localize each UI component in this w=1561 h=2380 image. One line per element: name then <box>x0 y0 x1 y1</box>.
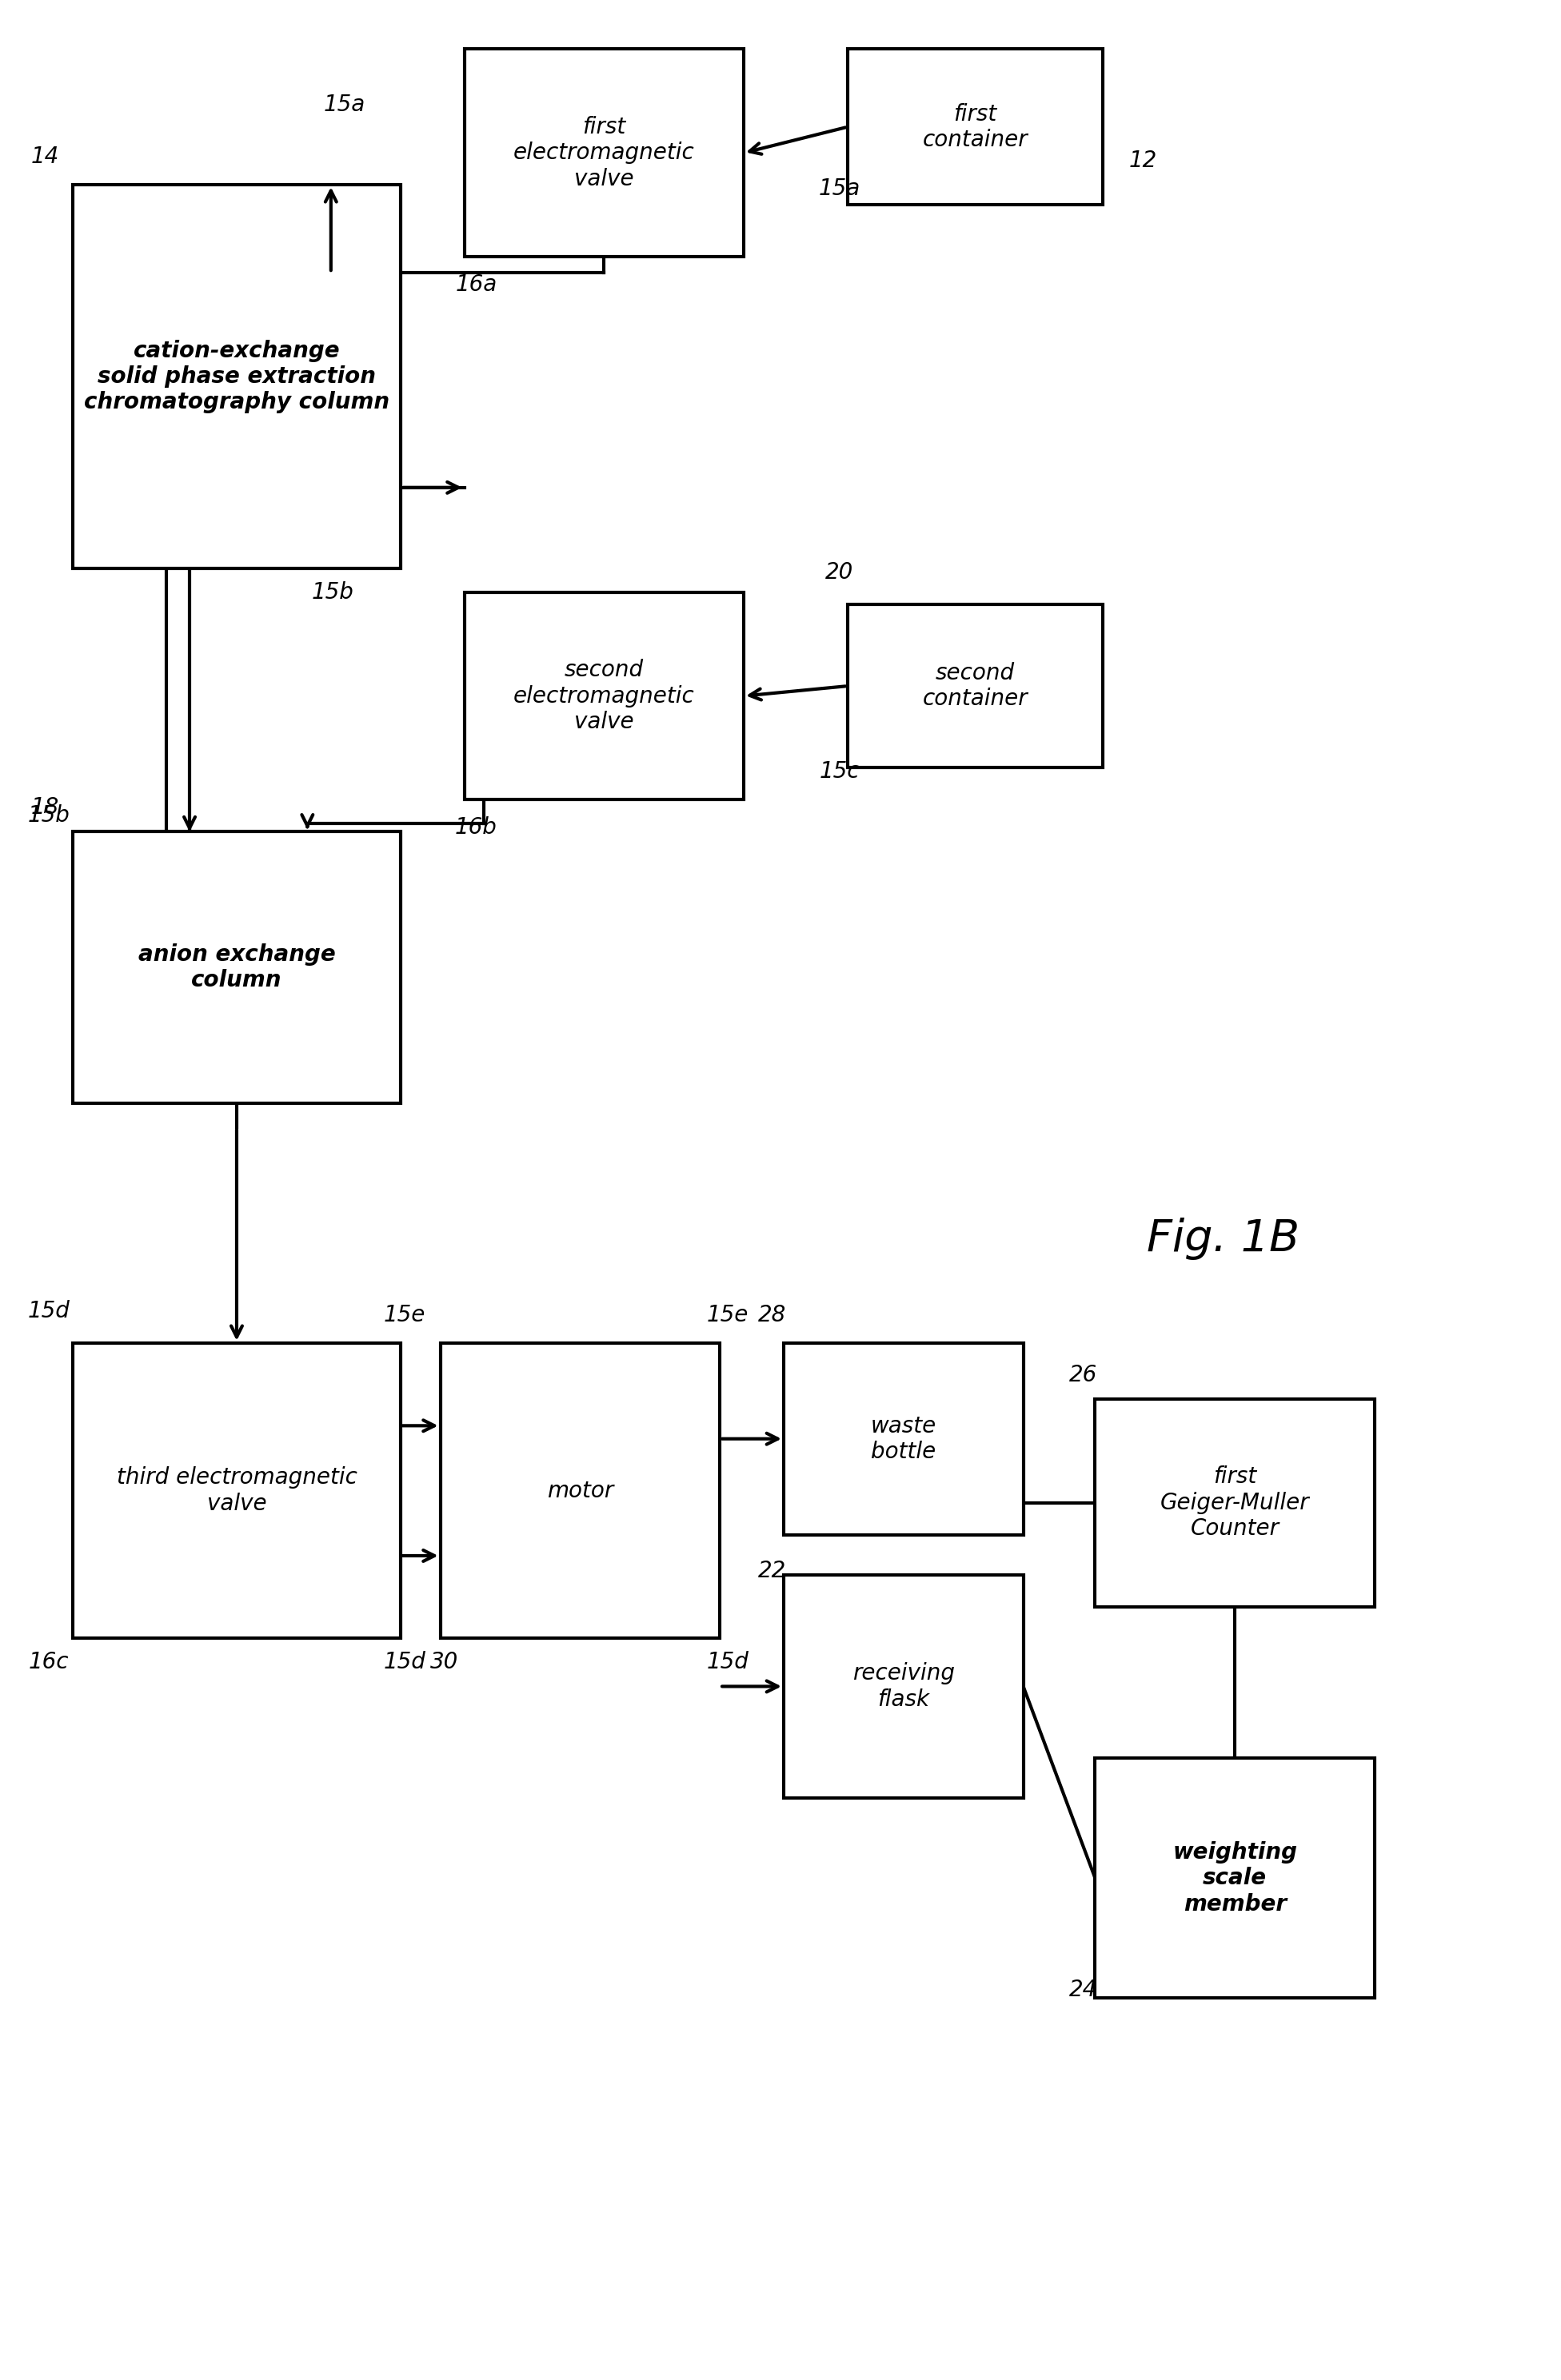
FancyBboxPatch shape <box>848 605 1104 769</box>
FancyBboxPatch shape <box>440 1342 720 1637</box>
FancyBboxPatch shape <box>1096 1399 1375 1607</box>
FancyBboxPatch shape <box>1096 1759 1375 1997</box>
Text: 15e: 15e <box>707 1304 749 1326</box>
Text: 15a: 15a <box>818 179 860 200</box>
Text: 14: 14 <box>31 145 59 169</box>
Text: 15d: 15d <box>28 1299 70 1323</box>
Text: 12: 12 <box>1129 150 1157 171</box>
Text: cation-exchange
solid phase extraction
chromatography column: cation-exchange solid phase extraction c… <box>84 340 390 414</box>
Text: 22: 22 <box>757 1559 785 1583</box>
Text: 20: 20 <box>826 562 854 583</box>
Text: 15c: 15c <box>820 762 860 783</box>
Text: first
Geiger-Muller
Counter: first Geiger-Muller Counter <box>1160 1466 1310 1540</box>
Text: second
electromagnetic
valve: second electromagnetic valve <box>514 659 695 733</box>
FancyBboxPatch shape <box>73 1342 400 1637</box>
Text: 15e: 15e <box>384 1304 425 1326</box>
Text: third electromagnetic
valve: third electromagnetic valve <box>117 1466 357 1514</box>
Text: weighting
scale
member: weighting scale member <box>1172 1842 1297 1916</box>
FancyBboxPatch shape <box>73 186 400 569</box>
Text: Fig. 1B: Fig. 1B <box>1146 1219 1299 1261</box>
Text: motor: motor <box>546 1480 613 1502</box>
Text: 16a: 16a <box>456 274 496 295</box>
Text: second
container: second container <box>923 662 1029 709</box>
Text: 15a: 15a <box>323 93 365 117</box>
Text: 15b: 15b <box>28 804 70 826</box>
Text: anion exchange
column: anion exchange column <box>137 942 336 992</box>
FancyBboxPatch shape <box>784 1342 1024 1535</box>
Text: 15d: 15d <box>384 1652 426 1673</box>
FancyBboxPatch shape <box>464 50 743 257</box>
Text: 15d: 15d <box>707 1652 749 1673</box>
Text: 18: 18 <box>31 797 59 819</box>
Text: 16b: 16b <box>456 816 498 840</box>
Text: 15b: 15b <box>311 581 354 605</box>
Text: first
container: first container <box>923 102 1029 150</box>
Text: 30: 30 <box>431 1652 459 1673</box>
FancyBboxPatch shape <box>464 593 743 800</box>
Text: 16c: 16c <box>28 1652 69 1673</box>
Text: 28: 28 <box>757 1304 785 1326</box>
Text: receiving
flask: receiving flask <box>852 1661 955 1711</box>
Text: first
electromagnetic
valve: first electromagnetic valve <box>514 117 695 190</box>
FancyBboxPatch shape <box>784 1576 1024 1799</box>
FancyBboxPatch shape <box>73 831 400 1104</box>
Text: waste
bottle: waste bottle <box>871 1414 937 1464</box>
FancyBboxPatch shape <box>848 50 1104 205</box>
Text: 26: 26 <box>1069 1364 1097 1385</box>
Text: 24: 24 <box>1069 1978 1097 2002</box>
